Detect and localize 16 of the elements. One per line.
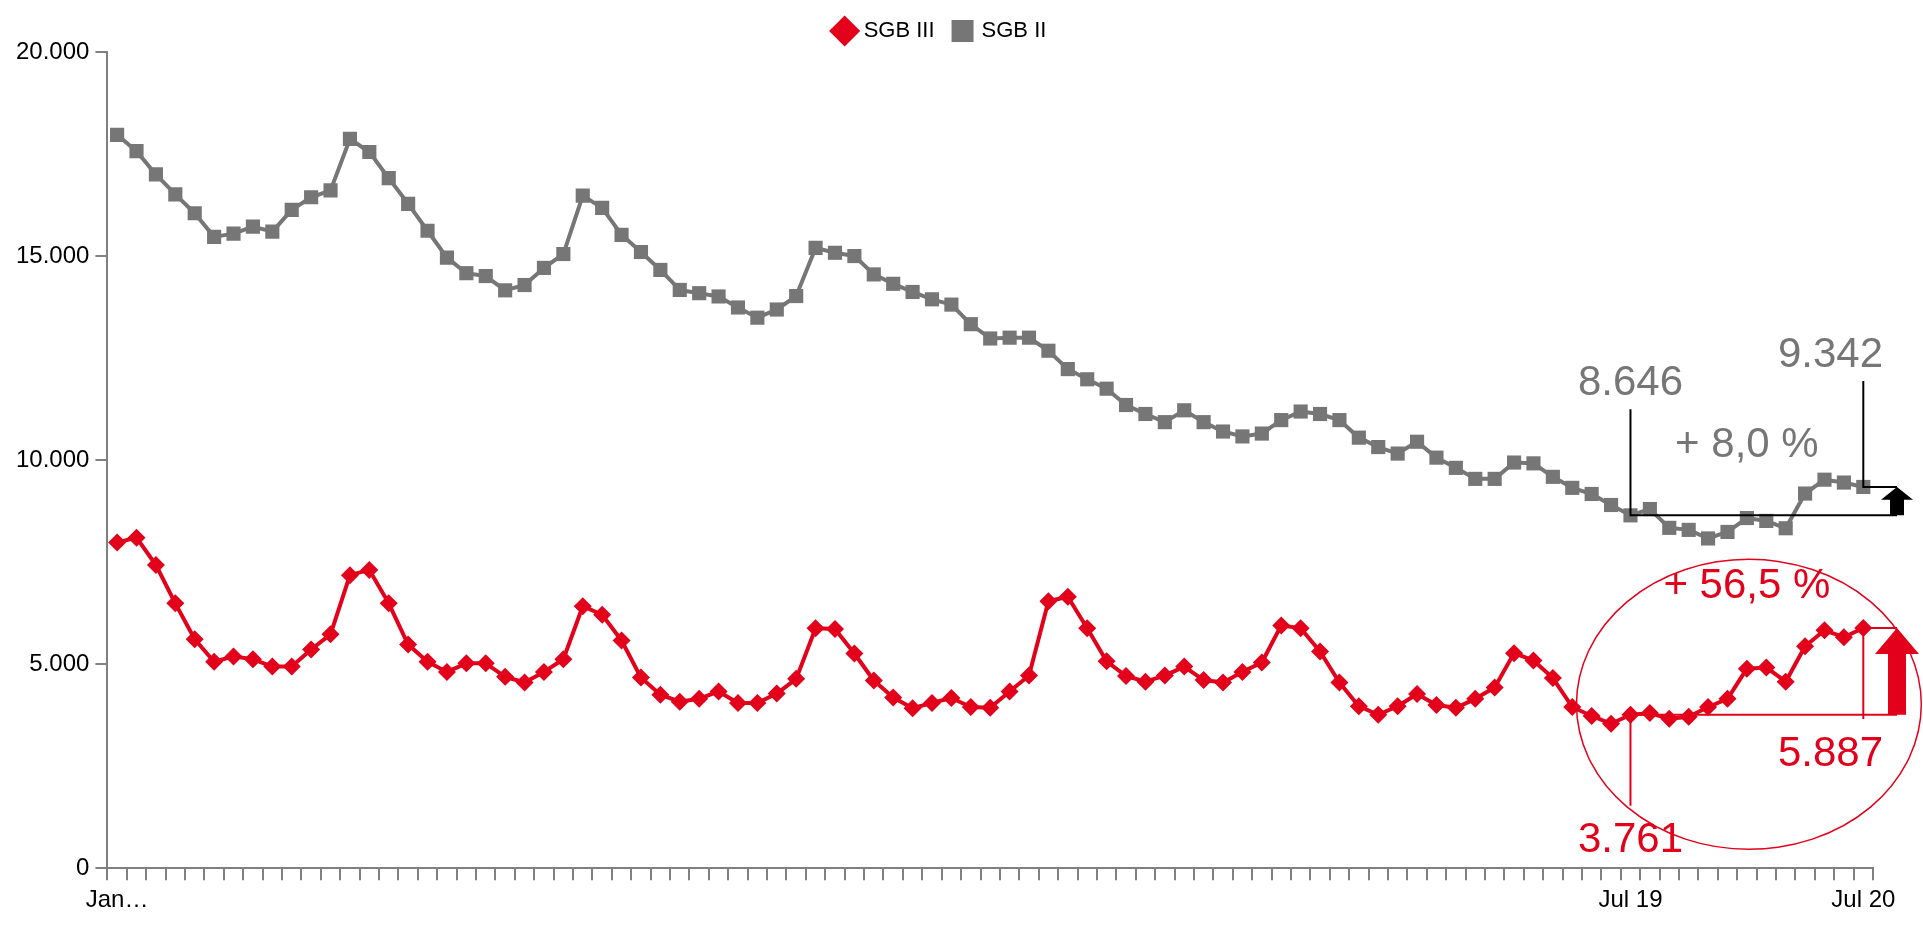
legend-label: SGB II bbox=[981, 17, 1047, 43]
x-tick-label: Jul 20 bbox=[1831, 885, 1896, 913]
y-tick-label: 0 bbox=[76, 852, 90, 880]
y-tick-label: 10.000 bbox=[16, 444, 90, 472]
annotation: + 56,5 % bbox=[1663, 559, 1831, 607]
annotation: + 8,0 % bbox=[1675, 418, 1819, 466]
x-tick-label: Jul 19 bbox=[1598, 885, 1663, 913]
x-tick-label: Jan… bbox=[85, 885, 149, 913]
annotation: 9.342 bbox=[1777, 328, 1883, 376]
annotation: 8.646 bbox=[1577, 357, 1684, 405]
legend-label: SGB III bbox=[863, 17, 935, 43]
annotation: 3.761 bbox=[1577, 814, 1684, 862]
y-tick-label: 5.000 bbox=[29, 648, 90, 676]
y-tick-label: 20.000 bbox=[16, 36, 90, 64]
annotation: 5.887 bbox=[1777, 727, 1883, 775]
y-tick-label: 15.000 bbox=[16, 240, 90, 268]
